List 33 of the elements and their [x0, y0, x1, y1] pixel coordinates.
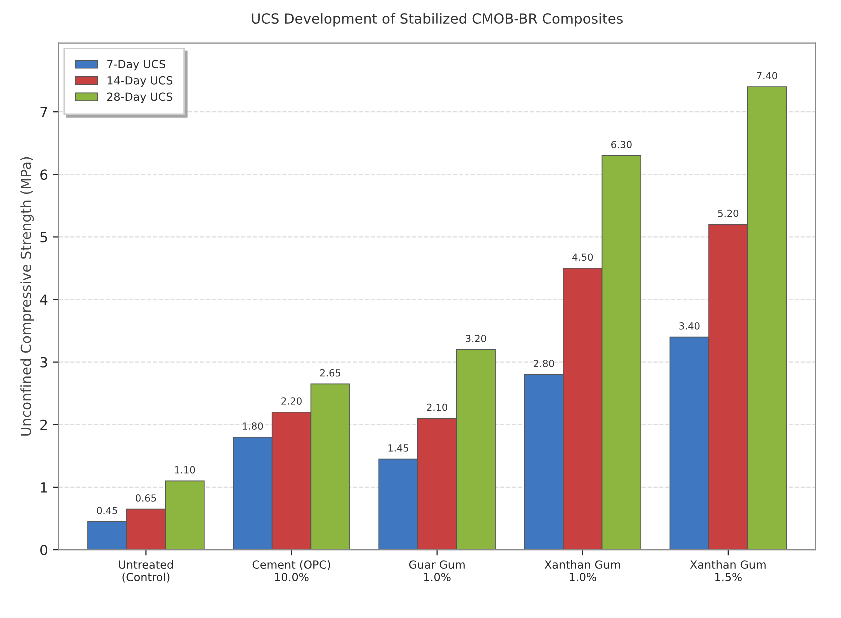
data-label: 4.50: [572, 254, 594, 262]
data-label: 6.30: [612, 141, 632, 148]
data-label: 1.10: [175, 466, 196, 474]
legend-label: 28-Day UCS: [107, 92, 173, 104]
data-label: 5.20: [718, 210, 739, 218]
y-tick-label: 5: [40, 232, 48, 243]
y-axis-title: Unconfined Compressive Strength (MPa): [20, 157, 34, 436]
y-tick-label: 6: [40, 170, 48, 180]
data-label: 2.20: [282, 398, 302, 405]
data-label: 1.45: [388, 444, 408, 452]
x-tick-label: Guar Gum 1.0%: [409, 560, 465, 582]
y-tick-label: 0: [40, 544, 48, 556]
x-tick-label: Cement (OPC) 10.0%: [252, 560, 330, 582]
y-tick-label: 4: [40, 294, 48, 306]
data-label: 0.65: [136, 494, 156, 502]
data-label: 7.40: [757, 72, 778, 80]
x-tick-label: Xanthan Gum 1.5%: [690, 560, 766, 582]
data-label: 0.45: [97, 507, 118, 514]
chart-title: UCS Development of Stabilized CMOB-BR Composites: [252, 13, 623, 27]
y-tick-label: 2: [40, 420, 48, 430]
y-tick-label: 1: [41, 482, 48, 493]
data-label: 2.10: [427, 404, 448, 412]
y-tick-label: 3: [40, 357, 48, 368]
data-label: 2.80: [534, 360, 554, 368]
data-label: 1.80: [243, 422, 264, 430]
legend-label: 14-Day UCS: [108, 76, 173, 87]
legend-label: 7-Day UCS: [108, 60, 166, 71]
y-tick-label: 7: [40, 107, 48, 118]
data-label: 3.20: [466, 335, 486, 342]
data-label: 2.65: [320, 369, 341, 377]
data-label: 3.40: [680, 322, 700, 330]
x-tick-label: Untreated (Control): [119, 560, 174, 583]
x-tick-label: Xanthan Gum 1.0%: [544, 560, 620, 582]
